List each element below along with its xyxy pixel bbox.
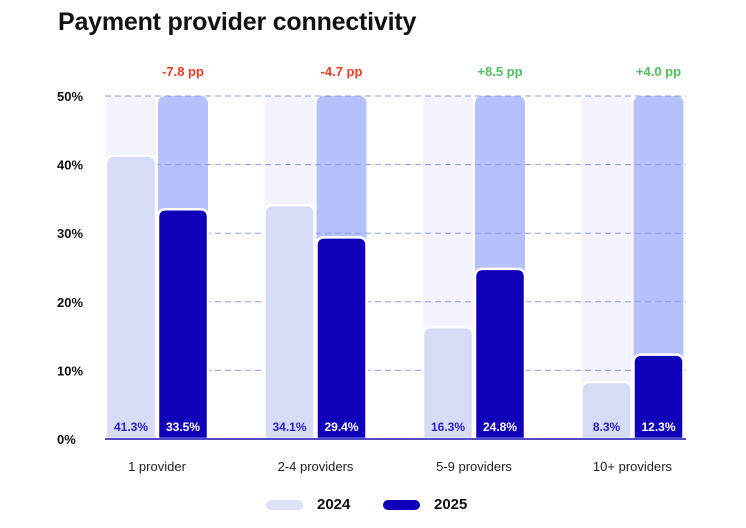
y-tick-label: 10% [57, 363, 83, 378]
data-bars: 41.3% 34.1% 16.3% 8.3% 33.5% 29.4% 24.8% 12.3% [104, 154, 685, 441]
y-tick-label: 20% [57, 295, 83, 310]
bar-2024 [580, 380, 633, 441]
x-axis-ticks: 1 provider 2-4 providers 5-9 providers 10+ … [128, 459, 672, 474]
chart-title: Payment provider connectivity [58, 8, 417, 36]
bar-value-label: 8.3% [593, 420, 621, 434]
change-annotation: -7.8 pp [162, 64, 204, 79]
change-annotation: +8.5 pp [477, 64, 522, 79]
bar-2025 [156, 207, 210, 441]
bar-value-label: 12.3% [641, 420, 675, 434]
bar-2024 [104, 154, 158, 441]
bar-value-label: 29.4% [324, 420, 358, 434]
y-tick-label: 50% [57, 89, 83, 104]
bar-2025 [315, 236, 368, 441]
background-bar-2025 [633, 96, 684, 439]
background-bar-2024 [581, 96, 632, 439]
change-annotation: +4.0 pp [636, 64, 681, 79]
bar-2024 [421, 325, 475, 441]
y-tick-label: 0% [57, 432, 76, 447]
legend-item-2024: 2024 [266, 496, 350, 513]
bar-value-label: 24.8% [483, 420, 517, 434]
legend-label-2025: 2025 [434, 496, 468, 513]
bar-value-label: 34.1% [272, 420, 306, 434]
legend-label-2024: 2024 [317, 496, 351, 513]
x-tick-label: 5-9 providers [436, 459, 512, 474]
bar-value-label: 41.3% [114, 420, 148, 434]
bar-value-label: 33.5% [166, 420, 200, 434]
bar-2025 [473, 267, 527, 441]
change-annotation: -4.7 pp [321, 64, 363, 79]
x-tick-label: 10+ providers [593, 459, 673, 474]
gridlines [105, 95, 686, 371]
legend: 2024 2025 [0, 496, 746, 516]
bar-2025 [632, 353, 685, 441]
change-annotations: -7.8 pp -4.7 pp +8.5 pp +4.0 pp [162, 64, 681, 79]
y-tick-label: 30% [57, 226, 83, 241]
legend-swatch-2025 [383, 499, 420, 510]
x-tick-label: 2-4 providers [278, 459, 354, 474]
bar-2024 [263, 203, 316, 441]
legend-item-2025: 2025 [383, 496, 467, 513]
y-tick-label: 40% [57, 158, 83, 173]
y-axis-ticks: 0% 10% 20% 30% 40% 50% [57, 89, 83, 447]
legend-swatch-2024 [266, 499, 303, 510]
x-tick-label: 1 provider [128, 459, 186, 474]
bar-value-label: 16.3% [431, 420, 465, 434]
